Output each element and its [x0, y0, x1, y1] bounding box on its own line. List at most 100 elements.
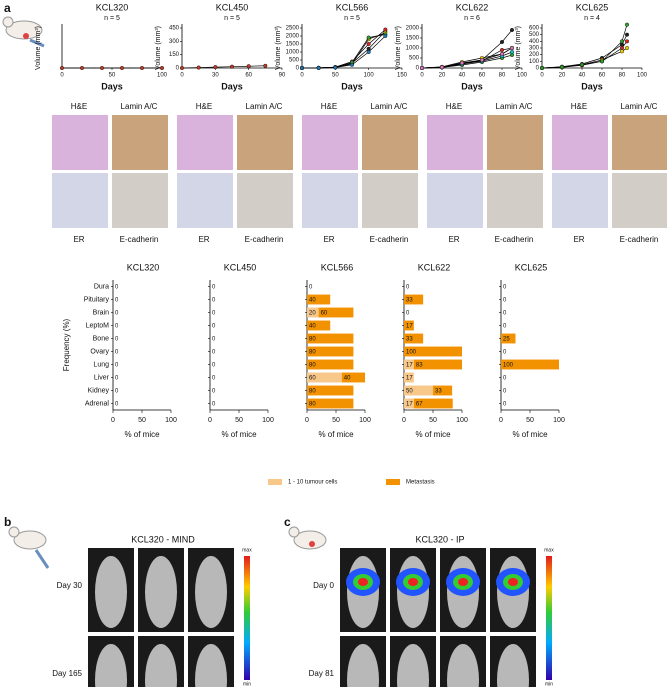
series-line	[541, 24, 628, 69]
color-scale	[546, 556, 552, 680]
x-tick-label: 60	[599, 73, 606, 79]
stain-label: E-cadherin	[245, 235, 284, 244]
series-line	[301, 35, 386, 69]
micrograph	[487, 173, 543, 228]
data-label: 0	[503, 389, 507, 395]
x-tick-label: 100	[637, 73, 648, 79]
data-label: 0	[503, 285, 507, 291]
micrograph	[302, 115, 358, 170]
data-label: 33	[406, 337, 413, 343]
x-axis-label: % of mice	[512, 430, 548, 439]
chart-subtitle: n = 5	[344, 15, 360, 22]
data-label: 0	[212, 324, 216, 330]
data-label: 0	[212, 311, 216, 317]
data-label: 0	[309, 285, 313, 291]
data-point	[620, 46, 625, 51]
data-point	[179, 65, 184, 70]
data-label: 67	[416, 402, 423, 408]
scale-label: min	[545, 681, 553, 687]
timepoint-label: Day 81	[309, 669, 335, 678]
x-tick-label: 40	[579, 73, 586, 79]
data-point	[580, 62, 585, 67]
signal	[508, 578, 518, 586]
x-tick-label: 0	[111, 417, 115, 424]
legend-label: Metastasis	[406, 480, 435, 486]
data-point	[625, 22, 630, 27]
x-tick-label: 0	[402, 417, 406, 424]
stain-label: H&E	[71, 102, 87, 111]
series-line	[301, 32, 386, 69]
x-tick-label: 0	[540, 73, 544, 79]
y-tick-label: 500	[529, 32, 540, 38]
scale-label: max	[544, 547, 554, 553]
imaging-title: KCL320 - IP	[415, 534, 464, 544]
stain-label: H&E	[196, 102, 212, 111]
mouse-silhouette	[95, 644, 127, 687]
mouse-silhouette	[447, 644, 479, 687]
chart-subtitle: n = 5	[224, 15, 240, 22]
bar	[307, 320, 331, 331]
data-label: 40	[309, 298, 316, 304]
x-tick-label: 100	[359, 417, 371, 424]
micrograph	[362, 173, 418, 228]
x-tick-label: 0	[60, 73, 64, 79]
data-point	[366, 42, 371, 47]
stain-label: Lamin A/C	[121, 102, 158, 111]
y-tick-label: 300	[169, 39, 180, 45]
series-line	[421, 47, 513, 69]
data-label: 80	[309, 350, 316, 356]
x-axis-label: % of mice	[415, 430, 451, 439]
y-tick-label: 0	[536, 66, 540, 72]
x-tick-label: 50	[109, 73, 116, 79]
stain-label: H&E	[571, 102, 587, 111]
y-tick-label: Liver	[94, 374, 110, 381]
y-tick-label: 1000	[286, 50, 300, 56]
data-label: 100	[406, 350, 417, 356]
data-point	[480, 58, 485, 63]
x-tick-label: 0	[180, 73, 184, 79]
chart-title: KCL450	[216, 2, 249, 12]
y-axis-label: Volume (mm³)	[275, 26, 282, 70]
data-point	[229, 64, 234, 69]
chart-title: KCL622	[456, 2, 489, 12]
bar	[404, 372, 414, 383]
data-point	[139, 65, 144, 70]
data-point	[420, 65, 425, 70]
stain-label: E-cadherin	[370, 235, 409, 244]
mouse-silhouette	[145, 556, 177, 628]
data-label: 0	[212, 350, 216, 356]
bar	[404, 294, 424, 305]
data-point	[119, 65, 124, 70]
micrograph	[362, 115, 418, 170]
data-point	[625, 39, 630, 44]
chart-title: KCL625	[576, 2, 609, 12]
mouse-silhouette	[497, 644, 529, 687]
data-label: 60	[309, 376, 316, 382]
x-tick-label: 50	[526, 417, 534, 424]
data-label: 80	[309, 337, 316, 343]
data-point	[350, 62, 355, 67]
micrograph	[552, 115, 608, 170]
chart-title: KCL622	[418, 262, 451, 272]
micrograph	[237, 115, 293, 170]
data-point	[510, 46, 515, 51]
bar	[413, 359, 462, 370]
x-tick-label: 30	[212, 73, 219, 79]
data-point	[159, 65, 164, 70]
data-label: 0	[115, 350, 119, 356]
data-label: 0	[212, 363, 216, 369]
panel-label: a	[4, 1, 11, 15]
data-label: 40	[309, 324, 316, 330]
y-tick-label: 1500	[406, 36, 420, 42]
bar	[318, 307, 354, 318]
timepoint-label: Day 165	[52, 669, 82, 678]
micrograph	[112, 115, 168, 170]
y-axis-label: Volume (mm³)	[35, 26, 42, 70]
data-label: 17	[406, 376, 413, 382]
mouse-silhouette	[195, 556, 227, 628]
stain-label: ER	[198, 235, 209, 244]
micrograph	[487, 115, 543, 170]
data-label: 80	[309, 402, 316, 408]
data-point	[383, 34, 388, 39]
